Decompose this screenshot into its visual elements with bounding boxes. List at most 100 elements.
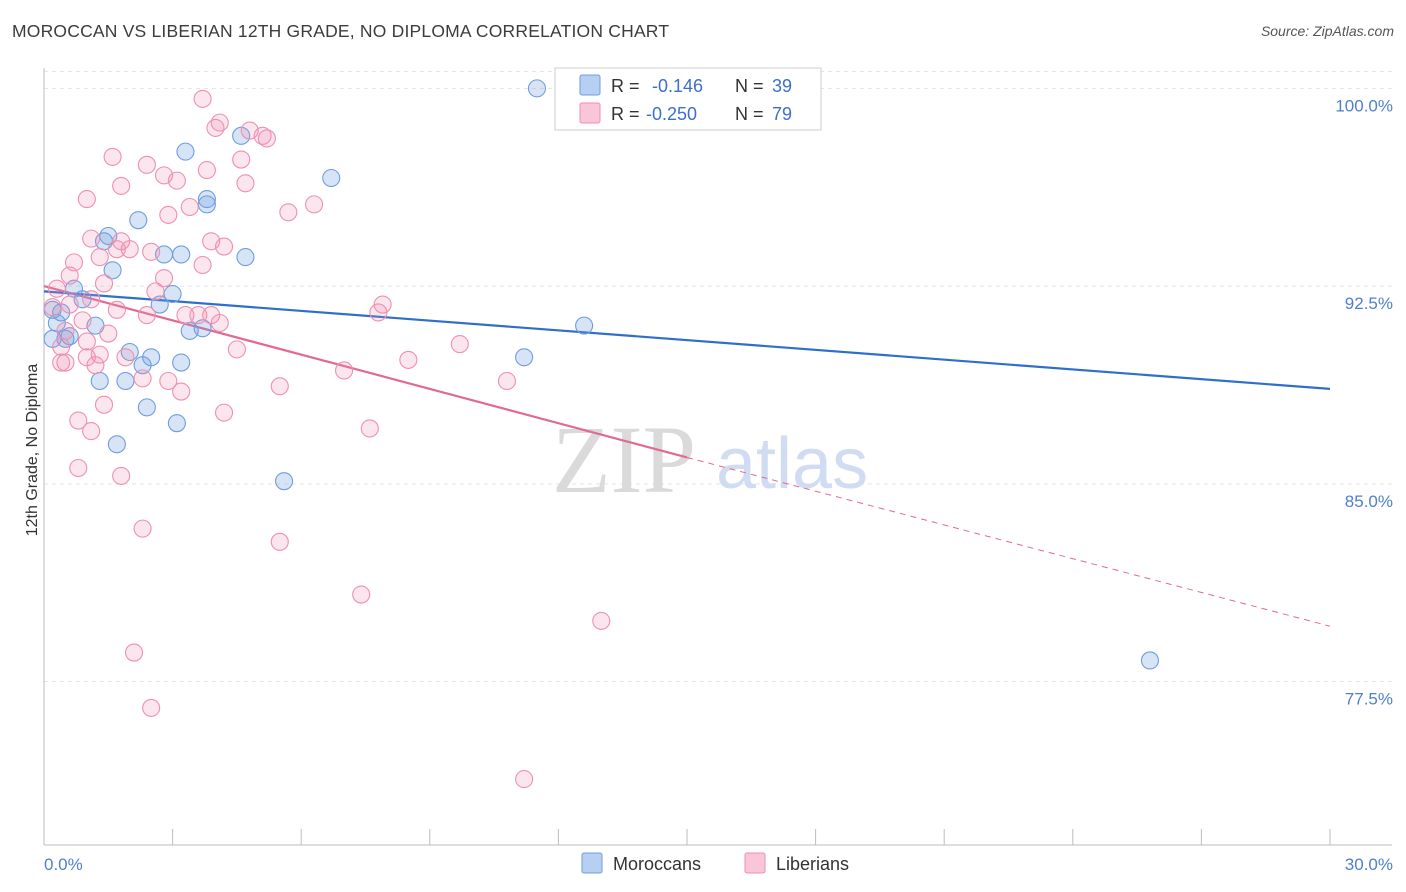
- y-tick-label: 85.0%: [1345, 492, 1393, 511]
- point-liberians: [82, 229, 101, 248]
- trendlines: [43, 285, 1331, 627]
- point-liberians: [142, 242, 161, 261]
- point-moroccans: [232, 126, 251, 145]
- chart-title: MOROCCAN VS LIBERIAN 12TH GRADE, NO DIPL…: [12, 21, 670, 41]
- y-tick-label: 92.5%: [1345, 294, 1393, 313]
- point-liberians: [73, 311, 92, 330]
- point-liberians: [107, 240, 126, 259]
- point-liberians: [112, 176, 131, 195]
- point-moroccans: [180, 321, 199, 340]
- point-moroccans: [167, 414, 186, 433]
- stats-legend: R = -0.146 N = 39 R = -0.250 N = 79: [554, 67, 822, 131]
- source-credit: Source: ZipAtlas.com: [1260, 23, 1394, 39]
- point-moroccans: [176, 142, 195, 161]
- point-moroccans: [172, 245, 191, 264]
- point-liberians: [214, 403, 234, 422]
- series-legend-liberians: Liberians: [776, 854, 849, 874]
- point-liberians: [112, 466, 131, 485]
- point-liberians: [99, 324, 118, 343]
- point-liberians: [56, 321, 75, 340]
- legend-r-value: -0.146: [652, 76, 703, 96]
- point-liberians: [227, 340, 246, 359]
- y-tick-label: 77.5%: [1345, 690, 1393, 709]
- y-axis-label: 12th Grade, No Diploma: [24, 364, 41, 537]
- legend-n-label: N =: [735, 76, 764, 96]
- data-points: [43, 79, 1160, 789]
- point-moroccans: [107, 435, 126, 454]
- point-liberians: [257, 129, 276, 148]
- point-moroccans: [1140, 651, 1160, 670]
- trendline-liberians: [686, 456, 1331, 627]
- point-liberians: [43, 298, 62, 317]
- legend-r-label: R =: [611, 104, 640, 124]
- point-liberians: [360, 419, 379, 438]
- point-moroccans: [116, 371, 135, 391]
- legend-n-value: 79: [772, 104, 792, 124]
- point-liberians: [103, 147, 122, 166]
- series-legend-swatch-moroccans: [581, 852, 603, 874]
- point-liberians: [193, 255, 212, 275]
- y-tick-labels: 100.0% 92.5% 85.0% 77.5%: [1335, 96, 1393, 708]
- point-liberians: [133, 519, 152, 538]
- point-liberians: [86, 356, 105, 375]
- point-liberians: [172, 382, 191, 401]
- legend-r-label: R =: [611, 76, 640, 96]
- point-liberians: [90, 248, 109, 267]
- point-liberians: [60, 295, 79, 314]
- point-liberians: [94, 274, 114, 293]
- point-liberians: [270, 532, 289, 551]
- point-liberians: [515, 770, 534, 789]
- point-moroccans: [137, 398, 156, 417]
- point-liberians: [94, 395, 114, 414]
- point-liberians: [133, 369, 152, 388]
- point-liberians: [77, 190, 96, 209]
- point-liberians: [592, 611, 611, 630]
- series-legend: Moroccans Liberians: [581, 852, 849, 874]
- point-moroccans: [103, 261, 122, 280]
- x-tick-label: 30.0%: [1345, 855, 1393, 874]
- point-liberians: [210, 313, 229, 333]
- point-moroccans: [236, 248, 255, 267]
- point-moroccans: [515, 348, 534, 367]
- point-liberians: [52, 353, 71, 372]
- legend-n-label: N =: [735, 104, 764, 124]
- watermark: ZIP atlas: [552, 406, 868, 513]
- point-liberians: [270, 377, 289, 396]
- point-liberians: [137, 155, 156, 174]
- point-liberians: [116, 348, 135, 367]
- y-tick-label: 100.0%: [1335, 96, 1393, 115]
- point-moroccans: [575, 316, 594, 335]
- watermark-zip: ZIP: [552, 406, 696, 513]
- point-liberians: [47, 279, 66, 298]
- point-liberians: [399, 350, 418, 369]
- point-liberians: [146, 282, 165, 301]
- point-liberians: [159, 371, 178, 391]
- point-liberians: [240, 121, 259, 140]
- point-moroccans: [133, 356, 152, 375]
- point-liberians: [214, 237, 234, 256]
- point-liberians: [120, 240, 139, 259]
- series-legend-moroccans: Moroccans: [613, 854, 701, 874]
- point-moroccans: [275, 472, 294, 491]
- legend-swatch-liberians: [579, 102, 601, 124]
- point-liberians: [142, 698, 161, 717]
- series-legend-swatch-liberians: [744, 852, 766, 874]
- point-liberians: [167, 171, 186, 190]
- legend-r-value: -0.250: [646, 104, 697, 124]
- axes: [43, 68, 1392, 846]
- point-liberians: [193, 89, 212, 108]
- point-liberians: [232, 150, 251, 169]
- point-moroccans: [197, 190, 216, 209]
- point-liberians: [279, 203, 298, 222]
- point-liberians: [352, 585, 371, 604]
- point-moroccans: [90, 371, 109, 391]
- point-liberians: [137, 306, 156, 325]
- trendline-moroccans: [43, 290, 1331, 391]
- legend-n-value: 39: [772, 76, 792, 96]
- legend-swatch-moroccans: [579, 74, 601, 96]
- watermark-atlas: atlas: [716, 424, 868, 504]
- point-liberians: [56, 353, 75, 372]
- point-liberians: [69, 458, 88, 478]
- point-liberians: [305, 195, 324, 214]
